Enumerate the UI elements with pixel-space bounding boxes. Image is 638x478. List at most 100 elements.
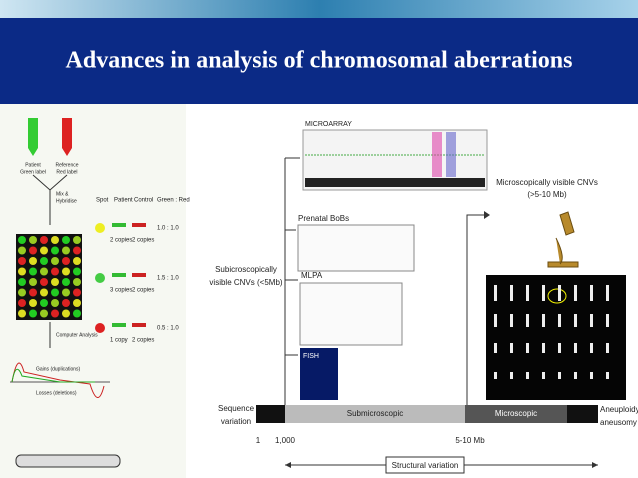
green-tube [28,118,38,156]
array-spot [40,257,48,265]
array-spot [40,299,48,307]
array-spot [51,257,59,265]
label: Submicroscopic [347,409,403,418]
chromosome [606,314,609,327]
array-spot [18,288,26,297]
label: Reference [55,162,78,168]
table-header: Control [134,198,153,204]
label: Gains (duplications) [36,366,81,372]
array-spot [18,236,26,244]
title: Advances in analysis of chromosomal aber… [66,48,573,74]
label: 2 copies [132,288,154,294]
chromosome-ideogram [15,454,121,468]
array-spot [62,309,70,318]
array-spot [73,309,81,318]
array-spot [29,299,37,307]
array-spot [73,236,81,244]
method-branches [285,157,300,356]
chromosome [542,372,545,379]
chromosome [574,372,577,379]
array-spot [51,278,59,286]
label: 2 copies [132,238,154,244]
label: Subicroscopically [215,265,277,274]
label: MLPA [301,271,323,280]
label: (>5-10 Mb) [527,190,567,199]
array-spot [29,267,37,276]
chromosome [526,285,529,301]
chromosome [574,285,577,301]
red-tube [62,118,72,156]
microarray-ideogram [305,178,485,187]
label: FISH [303,353,319,360]
label: 1,000 [275,436,296,445]
label: Hybridise [56,198,77,204]
array-spot [73,246,81,255]
array-spot [73,299,81,307]
chromosome [574,343,577,353]
array-spot [62,246,70,255]
array-spot [18,309,26,318]
chromosome [606,343,609,353]
scale-aneuploidy [567,405,598,423]
array-spot [18,267,26,276]
array-spot [62,257,70,265]
array-spot [40,267,48,276]
array-spot [40,278,48,286]
label: Prenatal BoBs [298,214,349,223]
scale-sequence [256,405,285,423]
array-spot [40,288,48,297]
chromosome [590,314,593,327]
label: 1.5 : 1.0 [157,276,179,282]
label: Microscopic [495,409,537,418]
chromosome [606,372,609,379]
patient-bar [112,223,126,227]
chromosome [542,285,545,301]
label: Aneuploidy/ [600,405,638,414]
bobs-image [297,224,415,272]
arrow-head [484,211,490,219]
chromosome [558,285,561,301]
fish-image [300,348,338,400]
chromosome [542,314,545,327]
chromosome [574,314,577,327]
array-spot [51,236,59,244]
array-spot [73,278,81,286]
gain-highlight [432,132,442,177]
chromosome [510,372,513,379]
array-spot [51,299,59,307]
label: aneusomy [600,418,637,427]
chromosome [558,372,561,379]
label: variation [221,417,251,426]
label: Losses (deletions) [36,390,77,396]
array-spot [40,246,48,255]
label: Mix & [56,191,69,197]
chromosome [494,285,497,301]
label: 1 [256,436,261,445]
array-spot [62,288,70,297]
scale-microscopic [465,405,567,423]
label: Microscopically visible CNVs [496,178,598,187]
label: visible CNVs (<5Mb) [209,278,282,287]
microscopic-arrow [466,214,484,405]
chromosome [510,343,513,353]
microscope-icon [547,211,579,268]
array-spot [51,309,59,318]
spot [95,273,105,283]
control-bar [132,223,146,227]
table-header: Green : Red [157,198,190,204]
label: Sequence [218,404,255,413]
array-spot [29,257,37,265]
chromosome [526,314,529,327]
label: 1.0 : 1.0 [157,226,179,232]
array-spot [40,309,48,318]
label: Computer Analysis [56,332,98,338]
label: 2 copies [132,338,154,344]
chromosome [494,314,497,327]
mix-arrow [32,174,68,225]
array-spot [62,299,70,307]
array-spot [18,299,26,307]
chromosome [526,343,529,353]
chromosome [494,372,497,379]
karyotype-highlight [547,288,567,304]
